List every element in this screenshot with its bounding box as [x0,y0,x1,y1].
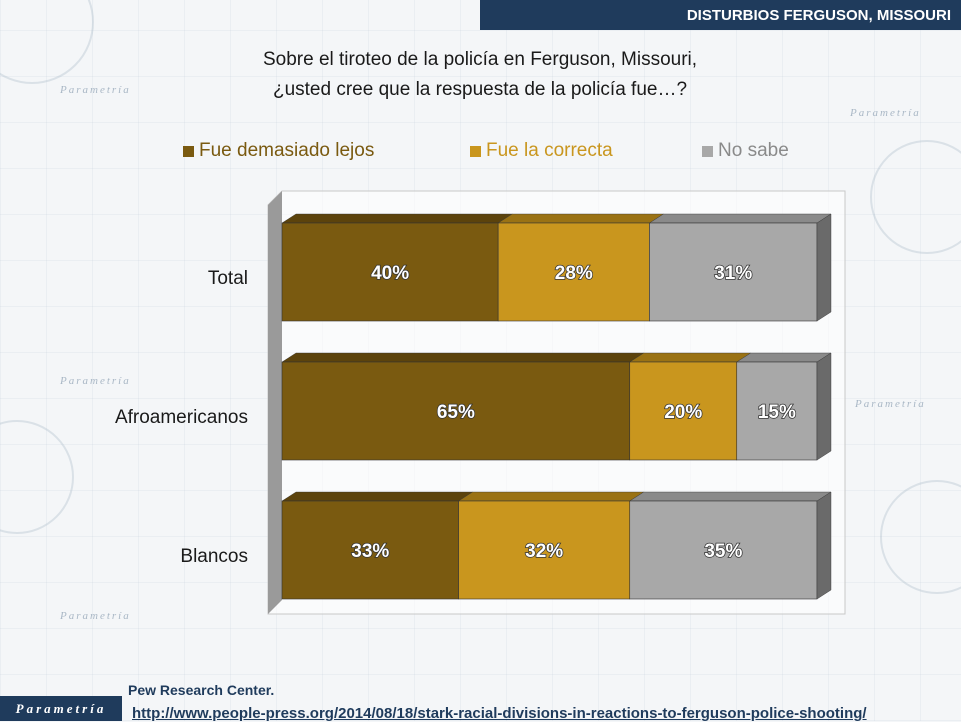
bar-top-face [281,213,513,224]
bar-segment [649,222,818,322]
legend: Fue demasiado lejos Fue la correcta No s… [0,140,961,164]
parametria-logo: Parametría [0,696,122,721]
bar-top-face [457,491,645,502]
category-label-blancos: Blancos [180,546,248,567]
bar-segment [497,222,650,322]
legend-item-dont-know: No sabe [702,140,789,162]
chart-question: Sobre el tiroteo de la policía en Fergus… [180,45,780,105]
bar-value-label: 28% [555,263,593,284]
header-title: DISTURBIOS FERGUSON, MISSOURI [686,6,951,24]
bar-segment [458,500,631,600]
category-label-total: Total [207,268,248,289]
bar-value-label: 31% [714,263,752,284]
bar-segment [281,500,459,600]
category-label-afroamericanos: Afroamericanos [114,407,248,428]
bar-segment [736,361,818,461]
bar-segment [629,500,818,600]
bar-top-face [497,213,665,224]
question-line-2: ¿usted cree que la respuesta de la polic… [272,79,688,100]
legend-item-too-far: Fue demasiado lejos [183,140,374,162]
bar-top-face [281,352,645,363]
bar-value-label: 65% [437,402,475,423]
bar-top-face [736,352,832,363]
watermark-text: Parametría [60,610,131,622]
bar-value-label: 33% [351,541,389,562]
bar-segment [281,222,499,322]
legend-label-too-far: Fue demasiado lejos [199,140,375,161]
bar-value-label: 15% [758,402,796,423]
legend-swatch-dont-know [702,145,713,157]
watermark-text: Parametría [855,398,926,410]
logo-text: Parametría [15,700,107,716]
source-url-link[interactable]: http://www.people-press.org/2014/08/18/s… [132,705,867,722]
source-organization: Pew Research Center. [128,682,275,698]
legend-swatch-right [470,145,481,157]
bar-value-label: 35% [704,541,742,562]
legend-label-dont-know: No sabe [718,140,789,161]
bar-side-face [816,352,832,461]
bar-top-face [629,352,752,363]
legend-item-right: Fue la correcta [470,140,613,162]
watermark-text: Parametría [850,107,921,119]
legend-swatch-too-far [183,145,194,157]
plot-side-wall [268,191,282,614]
question-line-1: Sobre el tiroteo de la policía en Fergus… [262,49,698,70]
watermark-circle [870,140,961,254]
bar-top-face [629,491,832,502]
watermark-text: Parametría [60,84,131,96]
watermark-text: Parametría [60,375,131,387]
bar-value-label: 20% [664,402,702,423]
bar-value-label: 40% [371,263,409,284]
bar-side-face [816,491,832,600]
bar-segment [629,361,738,461]
bar-value-label: 32% [525,541,563,562]
legend-label-right: Fue la correcta [486,140,613,161]
bar-side-face [816,213,832,322]
bar-segment [281,361,631,461]
bar-top-face [648,213,832,224]
header-banner: DISTURBIOS FERGUSON, MISSOURI [480,0,961,30]
bar-top-face [281,491,474,502]
